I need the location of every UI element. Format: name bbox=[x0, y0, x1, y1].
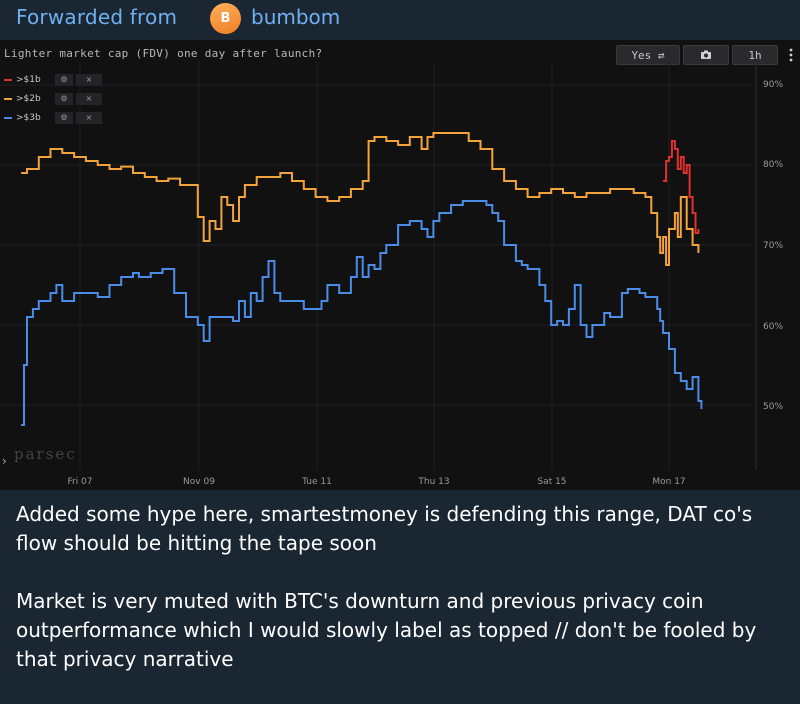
message-paragraph: Market is very muted with BTC's downturn… bbox=[16, 589, 757, 671]
forward-header: Forwarded from B bumbom bbox=[0, 0, 800, 38]
x-tick-label: Tue 11 bbox=[302, 477, 332, 487]
forwarded-from-label: Forwarded from bbox=[16, 5, 178, 29]
x-tick-label: Fri 07 bbox=[67, 477, 93, 487]
price-chart bbox=[0, 62, 757, 470]
gear-icon[interactable]: ⚙ bbox=[55, 111, 73, 124]
x-tick-label: Nov 09 bbox=[183, 477, 215, 487]
y-tick-label: 60% bbox=[763, 322, 784, 332]
legend-item[interactable]: >$1b ⚙ × bbox=[4, 72, 102, 87]
legend-item[interactable]: >$3b ⚙ × bbox=[4, 110, 102, 125]
expand-panel-icon[interactable]: › bbox=[2, 454, 7, 468]
series-line-2[interactable] bbox=[21, 200, 703, 426]
interval-button[interactable]: 1h bbox=[732, 45, 778, 65]
close-icon[interactable]: × bbox=[76, 111, 102, 124]
legend-label: >$3b bbox=[16, 112, 41, 123]
legend-swatch bbox=[4, 116, 12, 119]
more-vertical-icon[interactable] bbox=[787, 47, 795, 63]
close-icon[interactable]: × bbox=[76, 73, 102, 86]
y-tick-label: 80% bbox=[763, 160, 784, 170]
camera-icon bbox=[701, 50, 711, 59]
y-tick-label: 50% bbox=[763, 402, 784, 412]
series-line-0[interactable] bbox=[663, 140, 700, 234]
gear-icon[interactable]: ⚙ bbox=[55, 73, 73, 86]
x-tick-label: Thu 13 bbox=[418, 477, 450, 487]
sender-name-link[interactable]: bumbom bbox=[251, 5, 341, 29]
legend-swatch bbox=[4, 97, 12, 100]
message-text: Added some hype here, smartestmoney is d… bbox=[16, 500, 791, 674]
gear-icon[interactable]: ⚙ bbox=[55, 92, 73, 105]
x-tick-label: Mon 17 bbox=[652, 477, 686, 487]
x-tick-label: Sat 15 bbox=[537, 477, 567, 487]
legend-label: >$2b bbox=[16, 93, 41, 104]
legend-label: >$1b bbox=[16, 74, 41, 85]
chart-panel: Lighter market cap (FDV) one day after l… bbox=[0, 40, 800, 490]
series-line-1[interactable] bbox=[21, 132, 700, 266]
message-paragraph: Added some hype here, smartestmoney is d… bbox=[16, 502, 753, 555]
y-tick-label: 90% bbox=[763, 80, 784, 90]
chart-title: Lighter market cap (FDV) one day after l… bbox=[4, 47, 323, 60]
parsec-watermark: parsec bbox=[14, 445, 77, 463]
y-tick-label: 70% bbox=[763, 241, 784, 251]
legend-item[interactable]: >$2b ⚙ × bbox=[4, 91, 102, 106]
sender-avatar[interactable]: B bbox=[210, 3, 241, 34]
snapshot-button[interactable] bbox=[683, 45, 729, 65]
legend-swatch bbox=[4, 78, 12, 81]
close-icon[interactable]: × bbox=[76, 92, 102, 105]
yes-toggle-button[interactable]: Yes ⇄ bbox=[616, 45, 680, 65]
